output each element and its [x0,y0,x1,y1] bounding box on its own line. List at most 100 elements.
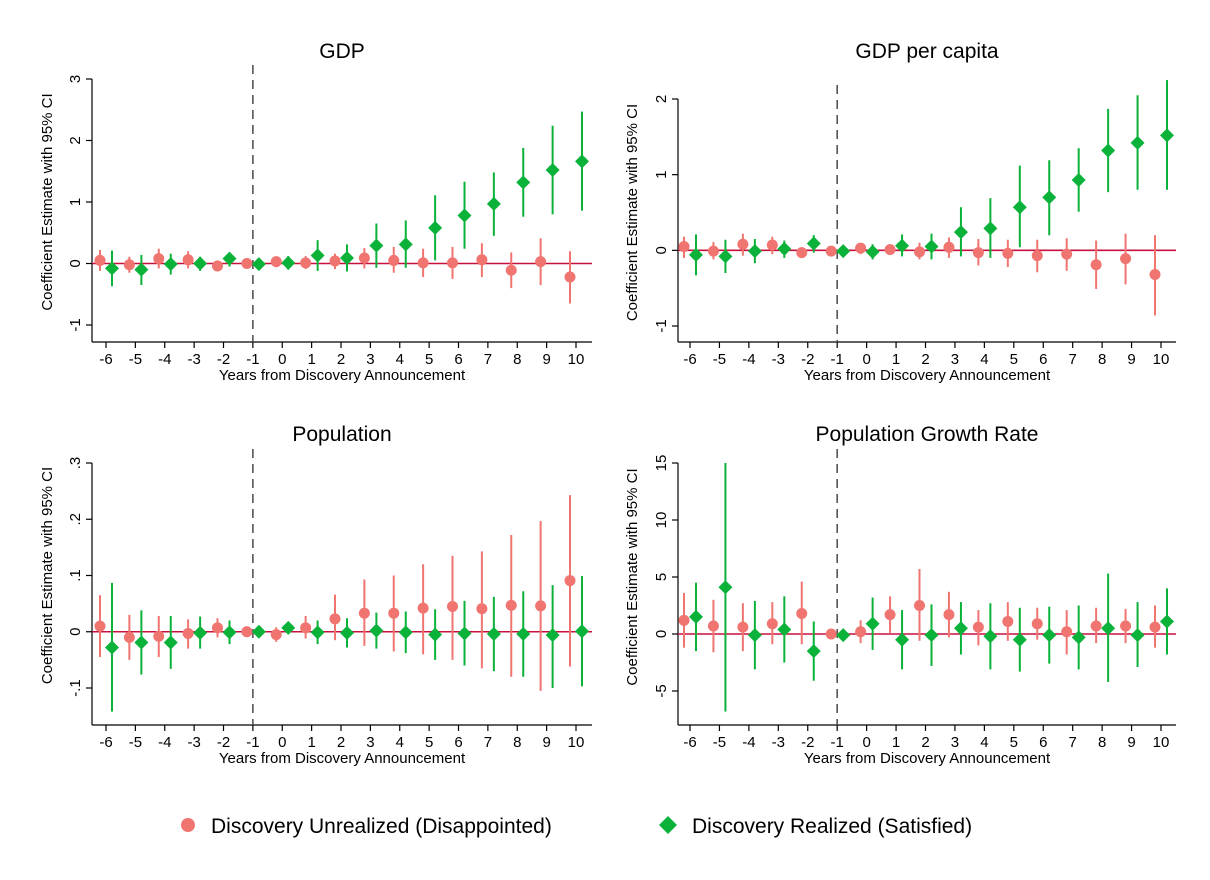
x-axis-label: Years from Discovery Announcement [804,367,1051,384]
data-point-diamond [689,609,703,624]
y-tick-label: 2 [67,136,84,144]
data-point-diamond [222,251,237,266]
x-tick-label: 0 [862,351,870,368]
x-tick-label: 2 [921,351,929,368]
data-point-circle [94,620,106,632]
data-point-circle [1061,626,1073,638]
panels: GDP -1 0 1 2 3 Coefficient Estimate with 95% C… [39,40,1176,767]
x-tick-label: 0 [278,734,286,751]
x-tick-label: -6 [683,351,696,368]
chart-panel: Population Growth Rate-5051015Coefficien… [624,423,1176,767]
data-point-circle [766,618,778,630]
data-point-diamond [1160,614,1174,629]
data-point-circle [737,238,749,250]
data-point-diamond [924,628,939,643]
x-tick-label: 2 [337,734,345,751]
data-point-diamond [134,262,149,277]
data-point-circle [914,246,925,258]
x-tick-label: 3 [951,734,959,751]
data-point-diamond [163,635,178,650]
data-point-circle [535,256,547,268]
data-point-diamond [222,625,237,640]
data-point-circle [123,631,135,643]
x-tick-label: 1 [307,734,315,751]
data-point-circle [358,252,370,264]
x-tick-label: -4 [742,734,755,751]
x-tick-label: 10 [568,351,585,368]
series-unrealized [678,233,1161,316]
chart-panel: GDP per capita -1 0 1 2 Coefficient Estimate … [624,40,1176,384]
x-tick-label: 6 [1039,351,1047,368]
y-tick-label: 0 [653,630,670,638]
data-point-diamond [486,627,501,641]
data-point-circle [153,253,165,265]
x-tick-label: -5 [713,351,726,368]
data-point-diamond [983,629,998,644]
x-tick-label: 9 [1127,351,1135,368]
y-axis-label: Coefficient Estimate with 95% CI [624,468,641,685]
data-point-circle [855,242,867,254]
chart-panel: Population -.1 0 .1 .2 .3 Coefficient Estimate… [39,423,592,767]
data-point-circle [153,630,165,642]
x-tick-label: 7 [484,734,492,751]
data-point-diamond [983,221,998,236]
legend-label: Discovery Realized (Satisfied) [692,815,972,838]
data-point-diamond [1071,630,1086,645]
x-tick-label: -3 [772,351,785,368]
x-tick-label: 5 [425,351,433,368]
x-tick-label: -3 [772,734,785,751]
x-tick-label: 0 [278,351,286,368]
data-point-circle [796,247,808,259]
chart-title: Population [292,423,391,446]
data-point-diamond [718,580,733,595]
data-point-circle [855,626,867,638]
x-tick-label: 9 [1127,734,1135,751]
data-point-diamond [281,255,296,270]
data-point-circle [505,599,517,611]
data-point-circle [796,607,808,619]
x-axis-label: Years from Discovery Announcement [219,750,466,767]
legend-item: Discovery Unrealized (Disappointed) [181,815,552,838]
y-axis-label: Coefficient Estimate with 95% CI [624,104,641,321]
x-tick-label: 3 [366,351,374,368]
series-unrealized [94,495,576,691]
series-realized [105,111,589,287]
data-point-diamond [310,248,325,263]
x-tick-label: 5 [1010,734,1018,751]
data-point-diamond [428,220,443,235]
x-tick-label: -1 [246,734,259,751]
data-point-circle [505,264,517,276]
x-tick-label: 8 [1098,351,1106,368]
series-realized [689,80,1174,276]
data-point-circle [766,239,778,251]
x-tick-label: -2 [801,734,814,751]
data-point-circle [678,614,690,626]
x-tick-label: -1 [831,351,844,368]
chart-title: GDP per capita [855,40,999,63]
data-point-diamond [545,163,560,178]
y-tick-label: -.1 [67,679,84,697]
data-point-circle [1031,250,1043,262]
data-point-diamond [777,622,792,637]
data-point-diamond [1071,172,1086,187]
x-tick-label: 4 [396,734,404,751]
y-tick-label: -1 [653,319,670,332]
data-point-circle [1120,620,1132,632]
y-tick-label: .1 [67,569,84,582]
data-point-circle [1002,247,1014,259]
data-point-circle [270,629,282,641]
x-tick-label: 6 [454,351,462,368]
data-point-diamond [1012,632,1027,647]
x-tick-label: 10 [568,734,585,751]
x-tick-label: 7 [1069,734,1077,751]
x-tick-label: -3 [187,734,200,751]
legend-diamond-icon [659,816,677,834]
x-tick-label: 2 [337,351,345,368]
data-point-circle [329,255,341,267]
data-point-diamond [516,175,531,190]
x-tick-label: -1 [831,734,844,751]
data-point-diamond [747,628,762,643]
data-point-circle [972,621,984,633]
data-point-circle [182,254,194,266]
